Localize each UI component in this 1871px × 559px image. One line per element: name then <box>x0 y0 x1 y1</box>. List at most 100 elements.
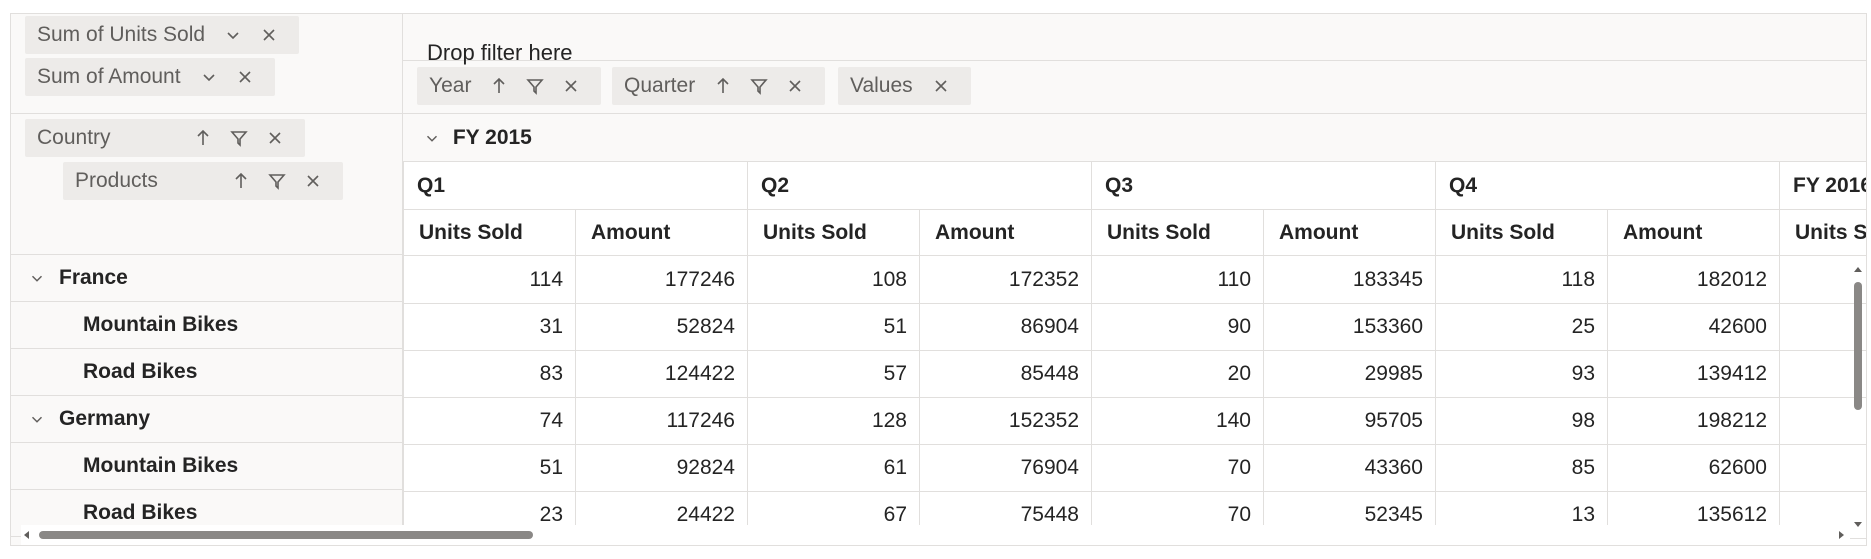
row-header[interactable]: Germany <box>11 395 402 442</box>
close-icon[interactable] <box>553 71 589 101</box>
data-cell[interactable]: 20 <box>1227 362 1251 385</box>
data-cell[interactable]: 24422 <box>676 503 735 526</box>
data-cell[interactable]: 152352 <box>1008 409 1079 432</box>
data-cell[interactable]: 114 <box>529 268 563 291</box>
row-label: Road Bikes <box>83 501 198 524</box>
data-cell[interactable]: 177246 <box>664 268 735 291</box>
data-cell[interactable]: 42600 <box>1708 315 1767 338</box>
data-cell[interactable]: 198212 <box>1696 409 1767 432</box>
data-cell[interactable]: 74 <box>539 409 563 432</box>
close-icon[interactable] <box>777 71 813 101</box>
filter-icon[interactable] <box>259 166 295 196</box>
data-cell[interactable]: 62600 <box>1708 456 1767 479</box>
measure-header[interactable]: Units Sold <box>419 221 523 244</box>
data-cell[interactable]: 23 <box>539 503 563 526</box>
data-cell[interactable]: 76904 <box>1020 456 1079 479</box>
measure-header[interactable]: Amount <box>1623 221 1703 244</box>
vertical-scrollbar[interactable] <box>1852 264 1864 544</box>
row-header[interactable]: Road Bikes <box>11 348 402 395</box>
data-cell[interactable]: 108 <box>871 268 907 291</box>
measure-header[interactable]: Units Sold <box>1451 221 1555 244</box>
value-field-pill-units-sold[interactable]: Sum of Units Sold <box>25 16 300 54</box>
chevron-down-icon[interactable] <box>191 62 227 92</box>
data-cell[interactable]: 153360 <box>1352 315 1423 338</box>
data-cell[interactable]: 140 <box>1215 409 1251 432</box>
chevron-down-icon[interactable] <box>25 410 49 428</box>
chevron-down-icon[interactable] <box>215 20 251 50</box>
divider <box>403 350 1866 351</box>
data-cell[interactable]: 51 <box>883 315 907 338</box>
data-cell[interactable]: 118 <box>1561 268 1595 291</box>
measure-header[interactable]: Amount <box>935 221 1015 244</box>
data-cell[interactable]: 172352 <box>1008 268 1079 291</box>
data-cell[interactable]: 110 <box>1217 268 1251 291</box>
close-icon[interactable] <box>251 20 287 50</box>
data-cell[interactable]: 117246 <box>666 409 735 432</box>
quarter-header[interactable]: Q1 <box>417 174 446 197</box>
data-cell[interactable]: 139412 <box>1696 362 1767 385</box>
row-field-pill-country[interactable]: Country <box>25 119 305 157</box>
close-icon[interactable] <box>295 166 331 196</box>
data-cell[interactable]: 135612 <box>1696 503 1767 526</box>
row-field-pill-products[interactable]: Products <box>63 162 343 200</box>
filter-drop-zone[interactable]: Drop filter here <box>427 40 573 65</box>
data-cell[interactable]: 124422 <box>664 362 735 385</box>
quarter-header[interactable]: Q2 <box>761 174 790 197</box>
close-icon[interactable] <box>257 123 293 153</box>
data-cell[interactable]: 90 <box>1227 315 1251 338</box>
quarter-header[interactable]: Q3 <box>1105 174 1134 197</box>
measure-header[interactable]: Units Sold <box>1795 221 1866 244</box>
data-cell[interactable]: 93 <box>1571 362 1595 385</box>
sort-ascending-icon[interactable] <box>705 71 741 101</box>
data-cell[interactable]: 183345 <box>1352 268 1423 291</box>
data-cell[interactable]: 51 <box>539 456 563 479</box>
data-cell[interactable]: 25 <box>1571 315 1595 338</box>
close-icon[interactable] <box>227 62 263 92</box>
data-cell[interactable]: 70 <box>1227 503 1251 526</box>
data-cell[interactable]: 95705 <box>1364 409 1423 432</box>
column-field-pill-quarter[interactable]: Quarter <box>612 67 826 105</box>
data-cell[interactable]: 61 <box>883 456 907 479</box>
row-header[interactable]: Mountain Bikes <box>11 301 402 348</box>
data-cell[interactable]: 29985 <box>1364 362 1423 385</box>
row-header[interactable]: Road Bikes <box>11 489 402 536</box>
chevron-down-icon[interactable] <box>417 129 447 147</box>
chevron-down-icon[interactable] <box>25 269 49 287</box>
data-cell[interactable]: 85448 <box>1020 362 1079 385</box>
sort-ascending-icon[interactable] <box>185 123 221 153</box>
data-cell[interactable]: 86904 <box>1020 315 1079 338</box>
sort-ascending-icon[interactable] <box>223 166 259 196</box>
data-cell[interactable]: 57 <box>883 362 907 385</box>
data-cell[interactable]: 75448 <box>1020 503 1079 526</box>
data-cell[interactable]: 52345 <box>1364 503 1423 526</box>
next-year-header[interactable]: FY 2016 <box>1793 174 1866 197</box>
measure-header[interactable]: Units Sold <box>763 221 867 244</box>
data-cell[interactable]: 70 <box>1227 456 1251 479</box>
data-cell[interactable]: 92824 <box>676 456 735 479</box>
data-cell[interactable]: 43360 <box>1364 456 1423 479</box>
filter-icon[interactable] <box>741 71 777 101</box>
data-cell[interactable]: 85 <box>1571 456 1595 479</box>
data-cell[interactable]: 98 <box>1571 409 1595 432</box>
close-icon[interactable] <box>923 71 959 101</box>
filter-icon[interactable] <box>221 123 257 153</box>
measure-header[interactable]: Amount <box>591 221 671 244</box>
data-cell[interactable]: 128 <box>871 409 907 432</box>
row-header[interactable]: Mountain Bikes <box>11 442 402 489</box>
row-header[interactable]: France <box>11 254 402 301</box>
column-field-pill-year[interactable]: Year <box>417 67 602 105</box>
data-cell[interactable]: 31 <box>539 315 563 338</box>
data-cell[interactable]: 182012 <box>1696 268 1767 291</box>
quarter-header[interactable]: Q4 <box>1449 174 1478 197</box>
horizontal-scrollbar[interactable] <box>21 525 1850 545</box>
value-field-pill-amount[interactable]: Sum of Amount <box>25 58 275 96</box>
sort-ascending-icon[interactable] <box>481 71 517 101</box>
data-cell[interactable]: 52824 <box>676 315 735 338</box>
data-cell[interactable]: 83 <box>539 362 563 385</box>
filter-icon[interactable] <box>517 71 553 101</box>
measure-header[interactable]: Amount <box>1279 221 1359 244</box>
data-cell[interactable]: 13 <box>1571 503 1595 526</box>
measure-header[interactable]: Units Sold <box>1107 221 1211 244</box>
column-field-pill-values[interactable]: Values <box>838 67 971 105</box>
data-cell[interactable]: 67 <box>883 503 907 526</box>
